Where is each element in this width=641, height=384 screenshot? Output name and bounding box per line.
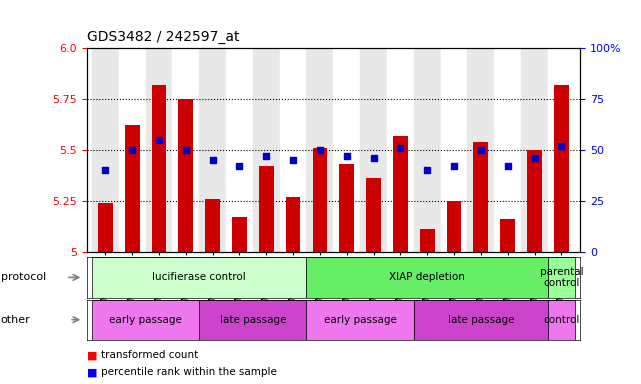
Text: early passage: early passage xyxy=(324,314,397,325)
Text: control: control xyxy=(543,314,579,325)
Text: protocol: protocol xyxy=(1,272,46,283)
Text: early passage: early passage xyxy=(109,314,182,325)
Point xyxy=(181,147,191,153)
Point xyxy=(127,147,137,153)
Bar xyxy=(253,48,279,252)
Bar xyxy=(474,142,488,252)
Point xyxy=(208,157,218,163)
Text: late passage: late passage xyxy=(220,314,286,325)
Bar xyxy=(527,150,542,252)
Bar xyxy=(146,48,172,252)
Bar xyxy=(313,148,328,252)
Bar xyxy=(98,203,113,252)
Text: late passage: late passage xyxy=(447,314,514,325)
Bar xyxy=(232,217,247,252)
Point xyxy=(529,155,540,161)
Point xyxy=(395,145,406,151)
Point xyxy=(288,157,298,163)
Bar xyxy=(393,136,408,252)
Point xyxy=(476,147,486,153)
Point xyxy=(235,163,245,169)
Bar xyxy=(125,125,140,252)
Point xyxy=(369,155,379,161)
Point xyxy=(449,163,459,169)
Bar xyxy=(286,197,301,252)
Bar xyxy=(501,219,515,252)
Text: ■: ■ xyxy=(87,367,97,377)
Bar xyxy=(554,84,569,252)
Point xyxy=(503,163,513,169)
Point xyxy=(342,153,352,159)
Bar xyxy=(92,257,306,298)
Text: other: other xyxy=(1,314,30,325)
Bar xyxy=(306,48,333,252)
Bar xyxy=(366,178,381,252)
Bar xyxy=(151,84,166,252)
Bar xyxy=(548,257,575,298)
Bar xyxy=(360,48,387,252)
Bar xyxy=(447,200,462,252)
Bar xyxy=(494,48,521,252)
Bar xyxy=(521,48,548,252)
Text: parental
control: parental control xyxy=(540,266,583,288)
Point xyxy=(422,167,432,173)
Bar xyxy=(92,48,119,252)
Bar xyxy=(414,300,548,340)
Point xyxy=(315,147,325,153)
Text: GDS3482 / 242597_at: GDS3482 / 242597_at xyxy=(87,30,239,44)
Bar xyxy=(199,48,226,252)
Bar xyxy=(440,48,467,252)
Bar xyxy=(259,166,274,252)
Text: ■: ■ xyxy=(87,350,97,360)
Bar xyxy=(306,300,414,340)
Bar xyxy=(420,229,435,252)
Bar xyxy=(548,48,575,252)
Bar xyxy=(119,48,146,252)
Point xyxy=(100,167,110,173)
Bar xyxy=(205,199,220,252)
Bar xyxy=(178,99,193,252)
Point xyxy=(261,153,271,159)
Bar xyxy=(414,48,440,252)
Bar xyxy=(333,48,360,252)
Bar xyxy=(279,48,306,252)
Point xyxy=(154,137,164,143)
Point xyxy=(556,142,567,149)
Bar xyxy=(548,300,575,340)
Bar xyxy=(339,164,354,252)
Text: percentile rank within the sample: percentile rank within the sample xyxy=(101,367,276,377)
Bar xyxy=(226,48,253,252)
Text: lucifierase control: lucifierase control xyxy=(153,272,246,283)
Text: transformed count: transformed count xyxy=(101,350,198,360)
Bar xyxy=(467,48,494,252)
Bar xyxy=(306,257,548,298)
Bar xyxy=(92,300,199,340)
Bar xyxy=(172,48,199,252)
Text: XIAP depletion: XIAP depletion xyxy=(389,272,465,283)
Bar xyxy=(387,48,414,252)
Bar xyxy=(199,300,306,340)
